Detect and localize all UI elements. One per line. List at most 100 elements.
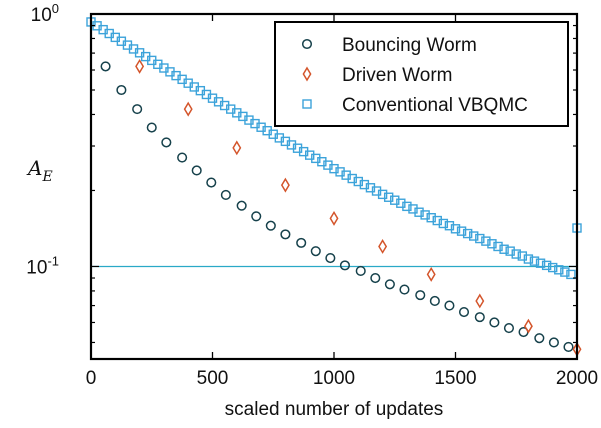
data-point — [335, 167, 345, 177]
data-point — [529, 256, 540, 266]
data-point — [339, 260, 350, 271]
data-point — [161, 137, 172, 148]
data-point — [177, 152, 188, 163]
data-point — [408, 204, 418, 214]
data-point — [493, 241, 503, 252]
legend-marker-diamond — [302, 66, 312, 82]
data-point — [232, 140, 242, 156]
data-point — [534, 333, 545, 344]
y-axis-label: AE — [26, 156, 53, 185]
y-tick-exponent: 0 — [52, 1, 59, 16]
data-point — [402, 201, 412, 212]
data-point — [359, 179, 370, 190]
data-point — [329, 210, 339, 226]
data-point — [541, 260, 552, 271]
data-point — [458, 306, 470, 318]
data-point — [116, 84, 127, 96]
x-tick-label: 2000 — [556, 368, 598, 389]
data-point — [517, 251, 528, 261]
y-tick-base: 10 — [31, 5, 52, 26]
y-tick-label: 100 — [31, 1, 59, 26]
data-point — [191, 165, 202, 176]
y-tick-base: 10 — [26, 257, 47, 278]
data-point — [566, 269, 576, 280]
data-point — [523, 254, 534, 264]
data-point — [390, 195, 400, 205]
chart-legend: Bouncing Worm Driven Worm Conventional VBQ… — [274, 21, 569, 127]
legend-label: Bouncing Worm — [342, 35, 477, 56]
data-point — [548, 262, 558, 273]
data-point — [135, 58, 145, 74]
data-point — [384, 279, 395, 290]
legend-label: Driven Worm — [342, 65, 453, 86]
data-point — [487, 239, 497, 249]
x-tick-label: 1000 — [313, 368, 355, 389]
data-point — [206, 177, 217, 188]
data-point — [475, 293, 485, 309]
data-point — [325, 252, 336, 264]
data-point — [535, 258, 546, 268]
data-point — [438, 218, 449, 229]
data-point — [523, 318, 533, 334]
y-axis-label-subscript: E — [41, 169, 52, 185]
data-point — [563, 341, 574, 352]
data-point — [377, 189, 388, 200]
series-conventional-vbqmc — [86, 17, 582, 280]
data-point — [503, 323, 515, 334]
data-point — [251, 211, 262, 222]
data-point — [560, 267, 570, 277]
data-point — [236, 200, 247, 211]
data-marks-layer — [86, 17, 582, 357]
y-tick-label: 10-1 — [26, 253, 59, 278]
data-point — [499, 244, 509, 254]
data-point — [132, 104, 143, 115]
data-point — [296, 237, 307, 248]
data-point — [469, 231, 479, 241]
x-tick-label: 500 — [197, 368, 229, 389]
data-point — [474, 312, 485, 323]
data-point — [475, 233, 485, 244]
legend-label: Conventional VBQMC — [342, 95, 528, 116]
data-point — [450, 224, 461, 234]
data-point — [310, 246, 321, 257]
data-point — [370, 272, 381, 284]
data-point — [554, 265, 564, 275]
data-point — [420, 210, 430, 220]
data-point — [505, 246, 515, 256]
data-point — [429, 295, 440, 307]
data-point — [305, 150, 315, 160]
series-driven-worm — [135, 58, 582, 357]
data-point — [426, 213, 436, 223]
data-point — [548, 337, 559, 348]
data-point — [353, 176, 363, 187]
data-point — [432, 215, 442, 226]
data-point — [489, 317, 500, 328]
data-point — [444, 221, 455, 231]
y-tick-exponent: -1 — [47, 253, 59, 268]
data-point — [414, 207, 424, 217]
data-point — [280, 229, 291, 240]
data-point — [378, 239, 388, 254]
legend-marker-square — [302, 99, 312, 109]
data-point — [347, 173, 357, 184]
x-tick-label: 0 — [86, 368, 97, 389]
data-point — [100, 61, 111, 72]
data-point — [365, 183, 376, 193]
data-point — [456, 226, 467, 236]
data-point — [355, 265, 366, 276]
data-point — [399, 284, 410, 295]
data-point — [444, 300, 455, 311]
data-point — [183, 101, 193, 117]
data-point — [511, 249, 521, 259]
data-point — [280, 177, 290, 193]
data-point — [462, 228, 473, 239]
x-tick-label: 1500 — [434, 368, 476, 389]
legend-marker-circle — [301, 38, 313, 50]
data-point — [481, 236, 491, 246]
data-point — [396, 198, 406, 208]
data-point — [220, 189, 231, 200]
legend-box — [274, 21, 569, 127]
data-point — [383, 192, 394, 202]
